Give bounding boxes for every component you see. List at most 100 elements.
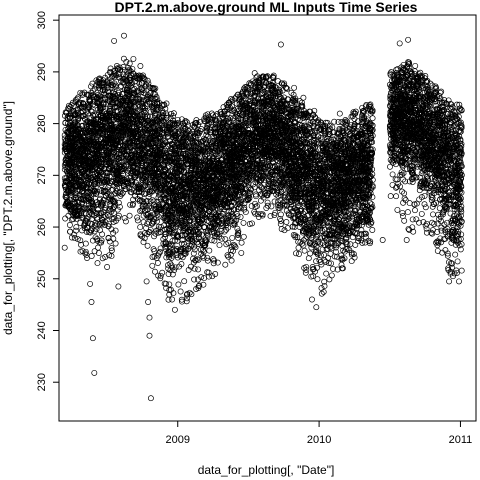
data-point <box>181 278 188 285</box>
data-point <box>444 252 451 259</box>
data-point <box>409 216 416 223</box>
data-point <box>307 250 314 257</box>
data-point <box>175 281 182 288</box>
data-point <box>83 251 90 258</box>
data-point <box>172 264 179 271</box>
data-point <box>137 224 144 231</box>
data-point <box>240 219 247 226</box>
data-point <box>291 84 298 91</box>
data-point <box>452 251 459 258</box>
data-point <box>268 203 275 210</box>
data-point <box>126 212 133 219</box>
data-point <box>434 247 441 254</box>
data-point <box>301 247 308 254</box>
data-point <box>295 244 302 251</box>
data-point <box>223 241 230 248</box>
data-point <box>458 140 465 147</box>
data-point <box>155 229 162 236</box>
data-point <box>454 258 461 265</box>
data-point <box>352 241 359 248</box>
data-point <box>271 198 278 205</box>
data-point <box>277 221 284 228</box>
data-point <box>106 252 113 259</box>
data-point <box>296 251 302 257</box>
data-point <box>201 275 208 282</box>
data-point <box>323 270 330 277</box>
data-point <box>252 203 259 210</box>
data-point <box>134 217 141 224</box>
data-point <box>418 210 425 217</box>
data-point <box>184 295 191 302</box>
data-point <box>224 252 231 259</box>
data-point <box>300 242 307 249</box>
data-point <box>157 249 164 255</box>
data-point <box>238 239 245 246</box>
data-point <box>438 224 445 231</box>
data-point <box>122 218 129 225</box>
data-point <box>195 266 202 273</box>
data-point <box>216 242 223 249</box>
data-point <box>160 135 167 142</box>
data-point <box>154 260 161 266</box>
data-point <box>157 275 164 282</box>
data-point <box>257 197 264 204</box>
data-point <box>229 234 236 241</box>
data-point <box>206 247 213 254</box>
data-point <box>91 248 98 255</box>
data-point <box>428 194 435 201</box>
data-point <box>393 193 400 200</box>
data-point <box>348 258 355 265</box>
data-point <box>94 260 101 267</box>
data-point <box>150 246 157 253</box>
data-point <box>99 231 106 238</box>
data-point <box>159 269 166 276</box>
data-point <box>358 227 365 234</box>
data-point <box>130 55 137 62</box>
data-point <box>422 204 429 211</box>
data-point <box>112 240 119 247</box>
data-point <box>389 171 396 178</box>
data-point <box>210 260 217 267</box>
data-point <box>314 276 321 283</box>
data-point <box>66 222 73 228</box>
data-point <box>82 240 89 247</box>
data-point <box>144 242 151 249</box>
data-point <box>240 233 247 240</box>
data-point <box>228 257 235 264</box>
data-point <box>421 201 428 208</box>
chart-title: DPT.2.m.above.ground ML Inputs Time Seri… <box>115 0 418 15</box>
data-point <box>338 261 345 268</box>
data-point <box>299 240 306 247</box>
data-point <box>369 227 376 233</box>
data-point <box>177 288 184 295</box>
data-point <box>438 227 445 234</box>
data-point <box>170 110 177 117</box>
data-point <box>412 207 418 214</box>
data-point <box>71 235 78 242</box>
data-point <box>204 257 211 264</box>
data-point <box>336 110 343 117</box>
data-point <box>458 267 465 274</box>
data-point <box>387 193 394 200</box>
data-point <box>121 215 128 222</box>
data-point <box>326 276 333 283</box>
scatter-points <box>61 32 465 402</box>
data-point <box>399 209 406 216</box>
data-point <box>430 211 436 218</box>
data-point <box>137 63 144 69</box>
data-point <box>165 271 172 277</box>
data-point <box>222 261 229 268</box>
data-point <box>152 268 158 275</box>
data-point <box>130 196 137 203</box>
data-point <box>62 215 69 222</box>
data-point <box>104 264 111 270</box>
data-point <box>110 235 117 242</box>
data-point <box>283 219 290 225</box>
data-point <box>404 209 411 216</box>
data-point <box>394 206 401 213</box>
data-point <box>351 254 358 261</box>
data-point <box>103 172 110 179</box>
data-point <box>387 163 393 170</box>
data-point <box>332 244 339 251</box>
